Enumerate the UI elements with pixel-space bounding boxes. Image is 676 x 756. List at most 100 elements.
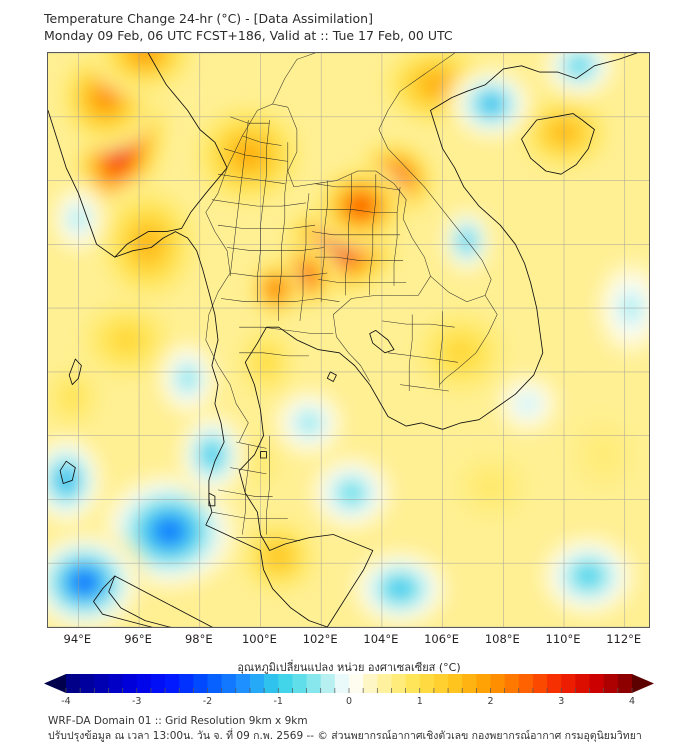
anomaly-blob xyxy=(262,357,271,368)
administrative-boundary xyxy=(315,256,404,261)
coastline xyxy=(208,492,216,507)
coastline xyxy=(521,113,595,175)
colorbar-band xyxy=(221,674,237,693)
anomaly-blob xyxy=(273,551,284,562)
colorbar-band xyxy=(603,674,619,693)
administrative-boundary xyxy=(220,298,340,302)
colorbar-tick-label: 3 xyxy=(558,696,565,707)
colorbar-band xyxy=(349,674,364,693)
anomaly-blob xyxy=(486,99,497,109)
administrative-boundary xyxy=(387,352,458,363)
colorbar-band xyxy=(518,674,534,693)
administrative-boundary xyxy=(439,295,498,385)
coastline xyxy=(260,451,267,459)
colorbar-band xyxy=(532,674,548,693)
coastline xyxy=(369,329,395,354)
anomaly-blob xyxy=(523,399,532,408)
administrative-boundary xyxy=(266,435,270,535)
administrative-boundary xyxy=(439,311,443,388)
anomaly-blob xyxy=(99,91,112,104)
colorbar-band xyxy=(278,674,293,693)
x-axis-tick-label: 106°E xyxy=(424,632,460,646)
footer-domain-info: WRF-DA Domain 01 :: Grid Resolution 9km … xyxy=(48,715,308,727)
colorbar-band xyxy=(433,674,449,693)
administrative-boundary xyxy=(217,224,316,229)
colorbar-title: อุณหภูมิเปลี่ยนแปลง หน่วย องศาเซลเซียส (… xyxy=(237,661,461,674)
administrative-boundary xyxy=(230,272,328,277)
administrative-boundary xyxy=(309,209,398,213)
anomaly-blob xyxy=(429,79,444,91)
x-axis-tick-label: 112°E xyxy=(606,632,642,646)
colorbar-tick-label: 0 xyxy=(345,696,353,707)
coastline xyxy=(93,575,153,627)
coastline xyxy=(48,53,228,258)
x-axis-tick-label: 102°E xyxy=(302,632,338,646)
anomaly-blob xyxy=(207,449,217,461)
footer-credit: ปรับปรุงข้อมูล ณ เวลา 13:00น. วัน จ. ที่… xyxy=(48,730,642,742)
colorbar-tick-label: 1 xyxy=(416,696,423,707)
administrative-boundary xyxy=(257,119,270,302)
map-plot-area xyxy=(47,52,650,628)
colorbar: อุณหภูมิเปลี่ยนแปลง หน่วย องศาเซลเซียส (… xyxy=(44,658,654,708)
administrative-boundary xyxy=(227,247,325,251)
colorbar-over-arrow xyxy=(632,674,654,693)
coastline xyxy=(59,460,76,484)
colorbar-tick-label: 2 xyxy=(487,696,494,707)
colorbar-band xyxy=(306,674,322,693)
administrative-boundary xyxy=(239,352,309,357)
anomaly-blob xyxy=(355,201,366,212)
colorbar-band xyxy=(264,674,279,693)
anomaly-blob xyxy=(463,237,470,246)
colorbar-band xyxy=(419,674,435,693)
coastline xyxy=(238,53,638,627)
colorbar-band xyxy=(108,674,123,693)
administrative-boundary xyxy=(393,186,401,286)
colorbar-tick-label: -2 xyxy=(202,696,213,707)
colorbar-band xyxy=(334,674,350,693)
colorbar-band xyxy=(547,674,562,693)
anomaly-blob xyxy=(120,334,134,346)
administrative-boundary xyxy=(205,167,249,443)
administrative-boundary xyxy=(230,467,267,475)
anomaly-blob xyxy=(304,418,314,428)
x-axis-tick-label: 98°E xyxy=(184,632,213,646)
anomaly-blob xyxy=(160,524,178,539)
administrative-boundary xyxy=(229,119,249,277)
colorbar-band xyxy=(179,674,194,693)
colorbar-tick-label: 4 xyxy=(628,696,636,707)
colorbar-band xyxy=(391,674,406,693)
anomaly-blob xyxy=(272,285,279,293)
x-axis-labels: 94°E 96°E 98°E 100°E 102°E 104°E 106°E 108°E 110… xyxy=(0,632,676,652)
x-axis-tick-label: 100°E xyxy=(241,632,277,646)
anomaly-blob xyxy=(485,481,497,492)
administrative-boundary xyxy=(242,135,282,146)
anomaly-blob xyxy=(582,570,595,582)
anomaly-blob xyxy=(61,474,71,486)
administrative-boundary xyxy=(242,445,249,535)
coastline xyxy=(326,371,337,382)
colorbar-band xyxy=(405,674,421,693)
anomaly-blob xyxy=(68,392,77,402)
colorbar-tick-label: -3 xyxy=(132,696,142,707)
coastline xyxy=(114,231,328,627)
anomaly-blob xyxy=(598,449,609,461)
x-axis-tick-label: 104°E xyxy=(363,632,399,646)
administrative-boundary xyxy=(211,511,288,519)
x-axis-tick-label: 96°E xyxy=(124,632,152,646)
administrative-boundary xyxy=(408,314,413,391)
anomaly-blob xyxy=(138,53,152,58)
colorbar-band xyxy=(490,674,506,693)
colorbar-tick-label: -4 xyxy=(61,696,71,707)
colorbar-band xyxy=(292,674,307,693)
colorbar-band xyxy=(80,674,95,693)
temperature-anomaly-map xyxy=(48,53,649,627)
administrative-boundary xyxy=(315,183,401,191)
colorbar-band xyxy=(561,674,576,693)
administrative-boundary xyxy=(312,231,401,236)
colorbar-band xyxy=(377,674,392,693)
colorbar-band xyxy=(136,674,152,693)
anomaly-blob xyxy=(183,373,192,384)
anomaly-blob xyxy=(574,61,584,70)
page-title: Temperature Change 24-hr (°C) - [Data As… xyxy=(44,11,373,26)
